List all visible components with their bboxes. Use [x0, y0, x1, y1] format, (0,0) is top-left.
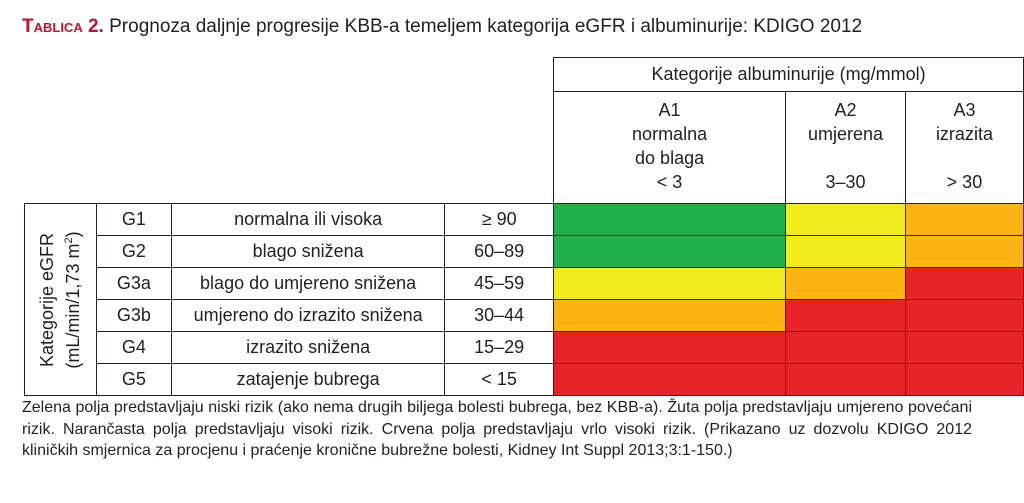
egfr-desc: izrazito snižena [171, 331, 446, 364]
kdigo-table: Kategorije albuminurije (mg/mmol) A1 nor… [24, 57, 1024, 396]
egfr-range: 60–89 [444, 235, 555, 268]
risk-cell-very-high [785, 331, 906, 364]
egfr-axis-title: Kategorije eGFR [37, 232, 58, 367]
table-row: Kategorije eGFR (mL/min/1,73 m2) G1 norm… [24, 203, 1024, 396]
risk-cell-low [553, 203, 787, 236]
risk-cell-very-high [785, 299, 906, 332]
category-range: 3–30 [825, 172, 866, 192]
egfr-code: G3b [95, 299, 173, 332]
table-footnote: Zelena polja predstavljaju niski rizik (… [22, 399, 972, 459]
risk-cell-very-high [904, 363, 1024, 396]
table-row: G3a blago do umjereno snižena 45–59 [25, 267, 1024, 300]
category-code: A2 [834, 100, 857, 120]
category-code: A1 [658, 100, 681, 120]
risk-cell-high [785, 267, 906, 300]
risk-cell-high [904, 203, 1024, 236]
egfr-axis-unit: (mL/min/1,73 m2) [63, 230, 84, 369]
risk-cell-high [553, 299, 787, 332]
egfr-desc: normalna ili visoka [171, 203, 446, 236]
albuminuria-header: Kategorije albuminurije (mg/mmol) [553, 57, 1024, 92]
category-code: A3 [953, 100, 976, 120]
category-desc: normalna [632, 124, 708, 144]
risk-cell-very-high [553, 331, 787, 364]
category-desc: izrazita [935, 124, 993, 144]
risk-cell-low [553, 235, 787, 268]
risk-cell-very-high [904, 299, 1024, 332]
table-row: G5 zatajenje bubrega < 15 [25, 363, 1024, 396]
table-row: G3b umjereno do izrazito snižena 30–44 [25, 299, 1024, 332]
blank-corner [25, 58, 554, 204]
albuminuria-category-a2: A2 umjerena 3–30 [785, 91, 906, 204]
category-desc: do blaga [635, 148, 705, 168]
albuminuria-category-a1: A1 normalna do blaga < 3 [553, 91, 787, 204]
egfr-desc: blago do umjereno snižena [171, 267, 446, 300]
egfr-code: G2 [95, 235, 173, 268]
egfr-range: 30–44 [444, 299, 555, 332]
egfr-code: G1 [95, 203, 173, 236]
egfr-range: 15–29 [444, 331, 555, 364]
table-title: Prognoza daljnje progresije KBB-a temelj… [103, 16, 863, 37]
table-caption: Tablica 2. Prognoza daljnje progresije K… [22, 15, 862, 39]
risk-cell-moderate [785, 235, 906, 268]
egfr-desc: zatajenje bubrega [171, 363, 446, 396]
table-row: G2 blago snižena 60–89 [25, 235, 1024, 268]
category-range: < 3 [656, 172, 683, 192]
egfr-range: 45–59 [444, 267, 555, 300]
egfr-code: G5 [95, 363, 173, 396]
category-desc: umjerena [807, 124, 883, 144]
category-spacer [906, 146, 1023, 170]
risk-cell-moderate [553, 267, 787, 300]
table-label: Tablica 2. [22, 16, 104, 37]
egfr-axis-label: Kategorije eGFR (mL/min/1,73 m2) [24, 203, 97, 396]
egfr-range: < 15 [444, 363, 555, 396]
egfr-code: G3a [95, 267, 173, 300]
egfr-desc: umjereno do izrazito snižena [171, 299, 446, 332]
risk-cell-very-high [553, 363, 787, 396]
risk-cell-very-high [904, 267, 1024, 300]
risk-cell-moderate [785, 203, 906, 236]
egfr-range: ≥ 90 [444, 203, 555, 236]
egfr-desc: blago snižena [171, 235, 446, 268]
risk-cell-very-high [785, 363, 906, 396]
category-range: > 30 [946, 172, 983, 192]
risk-cell-high [904, 235, 1024, 268]
egfr-code: G4 [95, 331, 173, 364]
albuminuria-category-a3: A3 izrazita > 30 [904, 91, 1024, 204]
category-spacer [786, 146, 905, 170]
table-row: G4 izrazito snižena 15–29 [25, 331, 1024, 364]
risk-cell-very-high [904, 331, 1024, 364]
